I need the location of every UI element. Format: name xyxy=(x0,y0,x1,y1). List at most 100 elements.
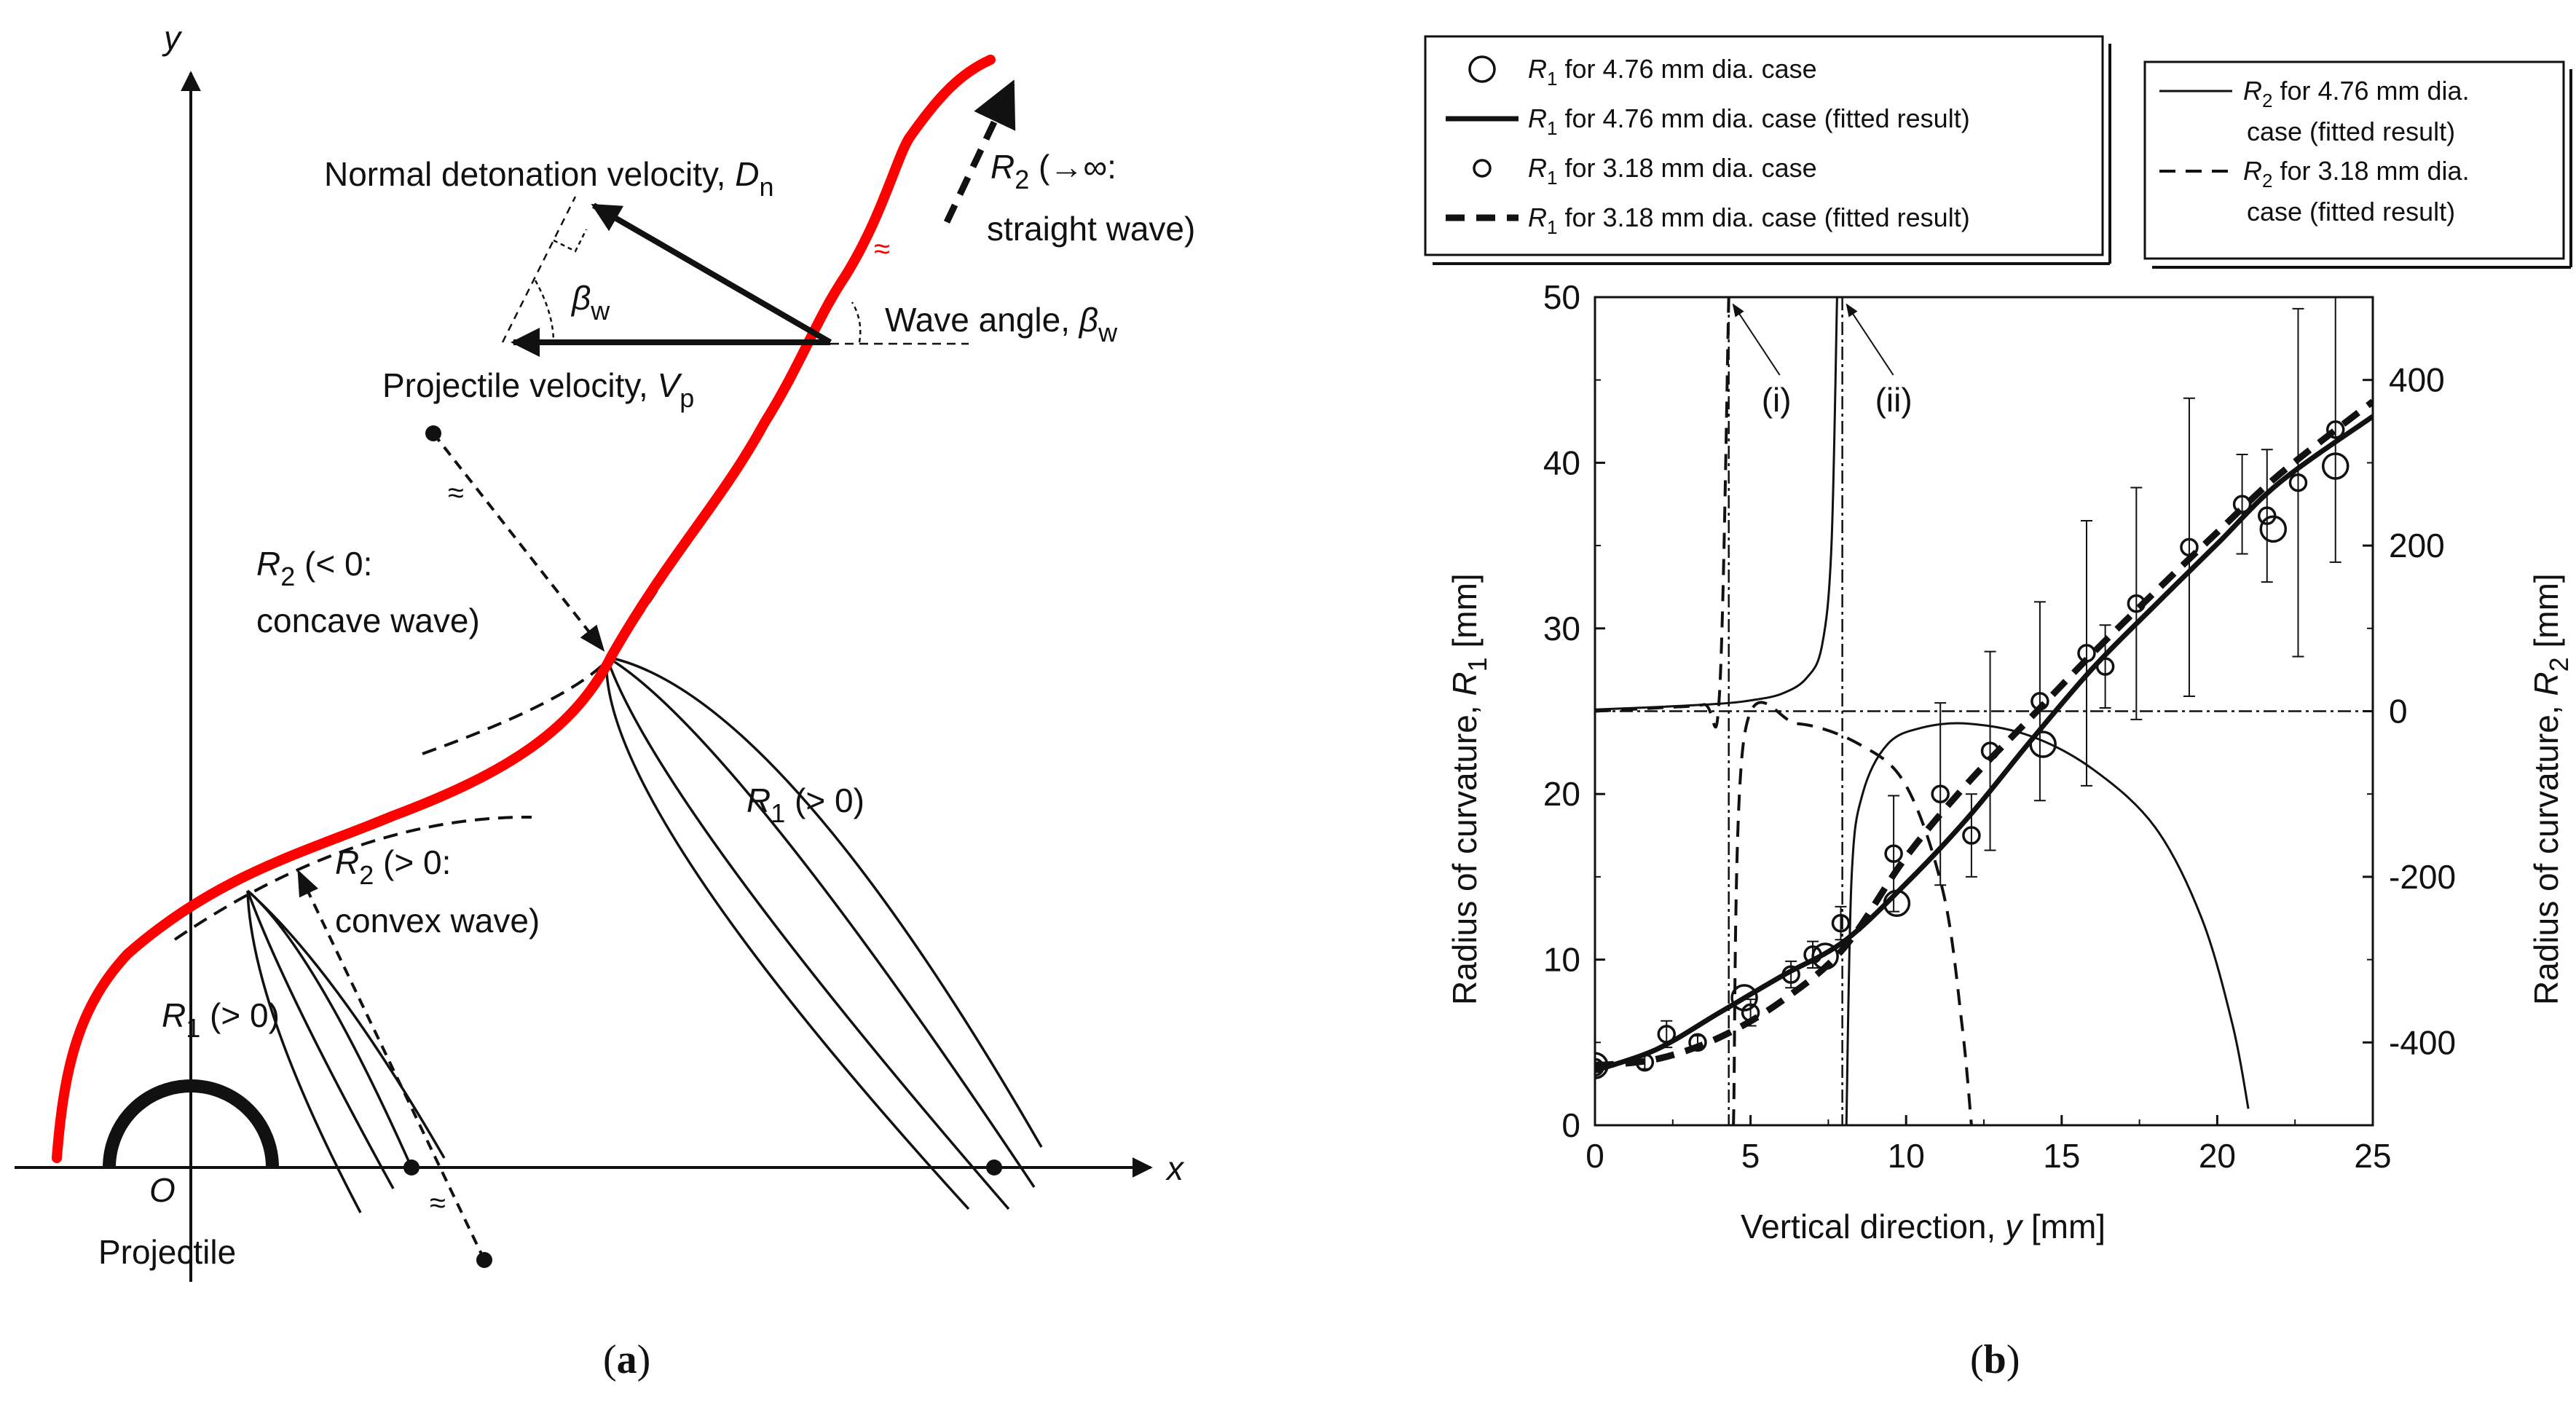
series-line-dashed-thin-1 xyxy=(1732,701,1973,1125)
error-bar xyxy=(2080,519,2092,787)
data-point-circle-small xyxy=(1962,826,1981,845)
origin-label: O xyxy=(149,1171,176,1209)
r2-inf-arrow xyxy=(943,79,1016,224)
data-point-circle-small xyxy=(1635,1052,1655,1072)
projectile-velocity-label: Projectile velocity, Vp xyxy=(382,366,694,413)
y-tick-label: 30 xyxy=(1543,610,1580,647)
legend-label-line2: case (fitted result) xyxy=(2247,197,2455,227)
data-point-circle-small xyxy=(1741,1003,1760,1023)
r2-inf-label-1: R2 (→∞: xyxy=(990,148,1116,194)
data-point-circle-large xyxy=(1730,984,1758,1012)
y-axis-label: y xyxy=(162,19,183,57)
error-bar xyxy=(1934,702,1947,886)
y-tick-label: 50 xyxy=(1543,278,1580,316)
x-tick-label: 15 xyxy=(2043,1137,2080,1175)
y-tick-label: 10 xyxy=(1543,941,1580,979)
legend-marker-circle-small xyxy=(1473,159,1492,178)
data-point-circle-small xyxy=(2258,506,2277,525)
y2-tick-label: 0 xyxy=(2389,693,2408,730)
r2-convex-arrow xyxy=(297,869,486,1261)
data-point-circle-small xyxy=(2180,537,2199,557)
error-bar xyxy=(2099,624,2111,709)
data-point-circle-small xyxy=(2232,495,2252,513)
panel-a-diagram: x y O Projectile ≈ ≈ ≈ No xyxy=(15,19,1195,1382)
legend-label: R1 for 3.18 mm dia. case xyxy=(1528,153,1817,189)
error-bar xyxy=(2329,297,2341,563)
caption-a: (a) xyxy=(603,1337,650,1382)
y2-axis-title: Radius of curvature, R2 [mm] xyxy=(2527,573,2574,1005)
legend-label: R2 for 4.76 mm dia. xyxy=(2243,76,2470,111)
series-line-solid-thick-0 xyxy=(1595,414,2373,1074)
r2-concave-label-2: concave wave) xyxy=(256,602,480,639)
x-tick-label: 25 xyxy=(2354,1137,2391,1175)
wave-front xyxy=(52,55,996,1163)
y2-tick-label: -400 xyxy=(2389,1023,2456,1061)
y-tick-label: 0 xyxy=(1561,1106,1580,1144)
r2-concave-arrow xyxy=(432,432,605,652)
error-bar xyxy=(2261,449,2273,583)
error-bar xyxy=(2292,307,2304,658)
panel-b-chart: R1 for 4.76 mm dia. case R1 for 4.76 mm d… xyxy=(1424,35,2574,1382)
series-line-solid-thin-0 xyxy=(1595,297,1838,711)
annotation-2: (ii) xyxy=(1875,381,1913,419)
y-tick-label: 40 xyxy=(1543,444,1580,481)
data-point-circle-small xyxy=(1781,965,1800,984)
axis-break-mark-1: ≈ xyxy=(448,477,464,509)
legend-label: R1 for 4.76 mm dia. case (fitted result) xyxy=(1528,103,1970,139)
right-angle-mark xyxy=(553,229,588,253)
r2-inf-label-2: straight wave) xyxy=(987,210,1195,248)
legend-label: R1 for 3.18 mm dia. case (fitted result) xyxy=(1528,202,1970,238)
center-point-lower-1 xyxy=(403,1159,420,1175)
center-point-concave xyxy=(425,425,441,441)
data-point-circle-large xyxy=(2029,730,2057,758)
annotation-1: (i) xyxy=(1762,381,1792,419)
legend-label: R1 for 4.76 mm dia. case xyxy=(1528,54,1817,90)
wave-angle-arc xyxy=(851,302,862,343)
data-point-circle-small xyxy=(2095,657,2115,676)
x-tick-label: 5 xyxy=(1741,1137,1760,1175)
y-tick-label: 20 xyxy=(1543,775,1580,813)
x-tick-label: 20 xyxy=(2199,1137,2236,1175)
legend-label-line2: case (fitted result) xyxy=(2247,117,2455,146)
data-point-circle-large xyxy=(1883,889,1911,918)
data-point-circle-large xyxy=(1595,1052,1609,1079)
data-point-circle-small xyxy=(1980,741,2000,760)
series-line-dashed-thick-0 xyxy=(1595,398,2373,1069)
legend-marker-circle-large xyxy=(1468,55,1496,83)
error-bar xyxy=(2130,487,2143,720)
r2-convex-label-2: convex wave) xyxy=(335,902,540,940)
data-point-circle-small xyxy=(1831,913,1851,933)
legend-right: R2 for 4.76 mm dia. case (fitted result) R… xyxy=(2143,60,2572,269)
x-axis-title: Vertical direction, y [mm] xyxy=(1741,1208,2106,1245)
r2-convex-label-1: R2 (> 0: xyxy=(335,843,451,890)
annotation-arrow-2 xyxy=(1846,303,1894,376)
error-bar xyxy=(1888,795,1900,913)
beta-arc xyxy=(534,280,555,343)
data-point-circle-small xyxy=(2288,473,2308,492)
data-point-circle-small xyxy=(2325,420,2345,439)
data-point-circle-small xyxy=(1595,1058,1604,1077)
legend-label: R2 for 3.18 mm dia. xyxy=(2243,156,2470,192)
error-bar xyxy=(2183,397,2195,698)
r1-lower-label: R1 (> 0) xyxy=(162,996,280,1043)
projectile-label: Projectile xyxy=(98,1233,236,1271)
center-point-lower-2 xyxy=(986,1159,1002,1175)
error-bar xyxy=(1595,1061,1601,1074)
tangent-line-convex xyxy=(173,815,532,941)
data-point-circle-small xyxy=(2031,692,2049,711)
normal-velocity-label: Normal detonation velocity, Dn xyxy=(324,155,773,202)
series-line-dashed-thin-0 xyxy=(1595,297,1730,729)
y2-tick-label: 400 xyxy=(2389,361,2445,399)
velocity-triangle xyxy=(501,196,577,343)
x-axis-label: x xyxy=(1165,1149,1185,1187)
axis-break-mark-2: ≈ xyxy=(430,1187,446,1219)
data-point-circle-small xyxy=(1931,784,1950,803)
data-point-circle-small xyxy=(1688,1033,1707,1052)
y2-tick-label: -200 xyxy=(2389,858,2456,896)
legend-left: R1 for 4.76 mm dia. case R1 for 4.76 mm d… xyxy=(1424,35,2111,265)
data-point-circle-small xyxy=(2077,644,2096,663)
beta-label: βw xyxy=(570,279,610,326)
wave-break-mark: ≈ xyxy=(874,233,890,265)
series-line-solid-thin-1 xyxy=(1845,722,2250,1125)
